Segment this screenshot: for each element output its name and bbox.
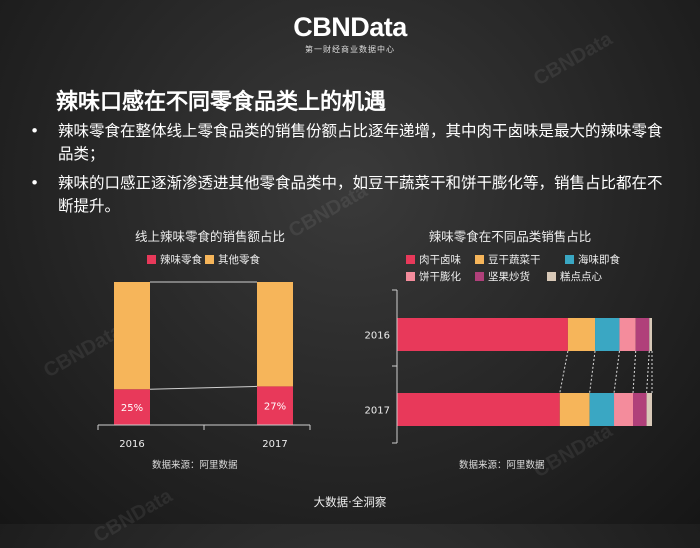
legend-label: 坚果炒货 [488, 271, 530, 283]
legend-swatch [205, 255, 214, 264]
bar-糕点点心 [649, 318, 652, 351]
legend-label: 饼干膨化 [419, 271, 461, 283]
bar-豆干蔬菜干 [559, 393, 590, 426]
chart-title-left: 线上辣味零食的销售额占比 [134, 229, 285, 244]
legend-item: 糕点点心 [547, 269, 602, 284]
legend-label: 其他零食 [218, 254, 260, 266]
bullet-list: • 辣味零食在整体线上零食品类的销售份额占比逐年递增，其中肉干卤味是最大的辣味零… [28, 120, 673, 224]
chart-title-right: 辣味零食在不同品类销售占比 [428, 229, 592, 244]
x-tick-label: 2016 [119, 439, 144, 450]
legend-label: 糕点点心 [560, 271, 602, 283]
legend-swatch [406, 255, 415, 264]
legend-item: 其他零食 [205, 252, 260, 267]
bar-坚果炒货 [635, 318, 650, 351]
bar-肉干卤味 [397, 393, 560, 426]
connector-line [646, 350, 650, 394]
connector-line [632, 350, 637, 394]
legend-swatch [147, 255, 156, 264]
bullet-symbol: • [30, 174, 40, 192]
footer-tagline: 大数据·全洞察 [313, 495, 387, 509]
bar-海味即食 [595, 318, 620, 351]
legend-item: 坚果炒货 [475, 269, 530, 284]
data-label: 25% [121, 403, 143, 414]
y-tick-label: 2016 [365, 331, 390, 342]
legend-label: 海味即食 [578, 254, 620, 266]
bullet-symbol: • [30, 122, 40, 140]
bar-坚果炒货 [633, 393, 647, 426]
chart-source-right: 数据来源：阿里数据 [459, 460, 545, 471]
legend-swatch [406, 272, 415, 281]
bullet-item: • 辣味零食在整体线上零食品类的销售份额占比逐年递增，其中肉干卤味是最大的辣味零… [28, 120, 673, 166]
logo-subtitle: 第一财经商业数据中心 [305, 45, 395, 54]
bar-豆干蔬菜干 [567, 318, 596, 351]
legend-item: 豆干蔬菜干 [475, 252, 541, 267]
connector-line [589, 350, 596, 394]
legend-label: 豆干蔬菜干 [488, 254, 541, 266]
legend-swatch [547, 272, 556, 281]
logo-wordmark: CBNData [293, 12, 407, 42]
legend-item: 饼干膨化 [406, 269, 461, 284]
legend-swatch [475, 272, 484, 281]
legend-label: 肉干卤味 [419, 254, 461, 266]
bar-海味即食 [589, 393, 615, 426]
legend-item: 肉干卤味 [406, 252, 461, 267]
bullet-text: 辣味的口感正逐渐渗透进其他零食品类中，如豆干蔬菜干和饼干膨化等，销售占比都在不断… [58, 174, 663, 215]
bullet-item: • 辣味的口感正逐渐渗透进其他零食品类中，如豆干蔬菜干和饼干膨化等，销售占比都在… [28, 172, 673, 218]
legend-item: 海味即食 [565, 252, 620, 267]
connector-line [149, 385, 258, 390]
y-tick-label: 2017 [365, 406, 390, 417]
bar-辣味零食 [257, 386, 293, 425]
bar-饼干膨化 [614, 393, 634, 426]
bar-其他零食 [257, 282, 293, 387]
data-label: 27% [264, 402, 286, 413]
bullet-text: 辣味零食在整体线上零食品类的销售份额占比逐年递增，其中肉干卤味是最大的辣味零食品… [58, 122, 663, 163]
chart-source-left: 数据来源：阿里数据 [152, 460, 238, 471]
bar-糕点点心 [646, 393, 652, 426]
x-tick-label: 2017 [262, 439, 287, 450]
bar-饼干膨化 [619, 318, 636, 351]
legend-swatch [565, 255, 574, 264]
charts-canvas: 25% 2016 27% 2017 2016 2017 [97, 281, 653, 450]
bar-肉干卤味 [397, 318, 568, 351]
legend-label: 辣味零食 [160, 254, 202, 266]
connector-line [559, 350, 569, 394]
bar-其他零食 [114, 282, 150, 390]
connector-line [613, 350, 620, 394]
page-title: 辣味口感在不同零食品类上的机遇 [56, 90, 387, 115]
legend-swatch [475, 255, 484, 264]
legend-item: 辣味零食 [147, 252, 202, 267]
bar-辣味零食 [114, 389, 150, 425]
logo: CBNData 第一财经商业数据中心 [0, 12, 700, 55]
